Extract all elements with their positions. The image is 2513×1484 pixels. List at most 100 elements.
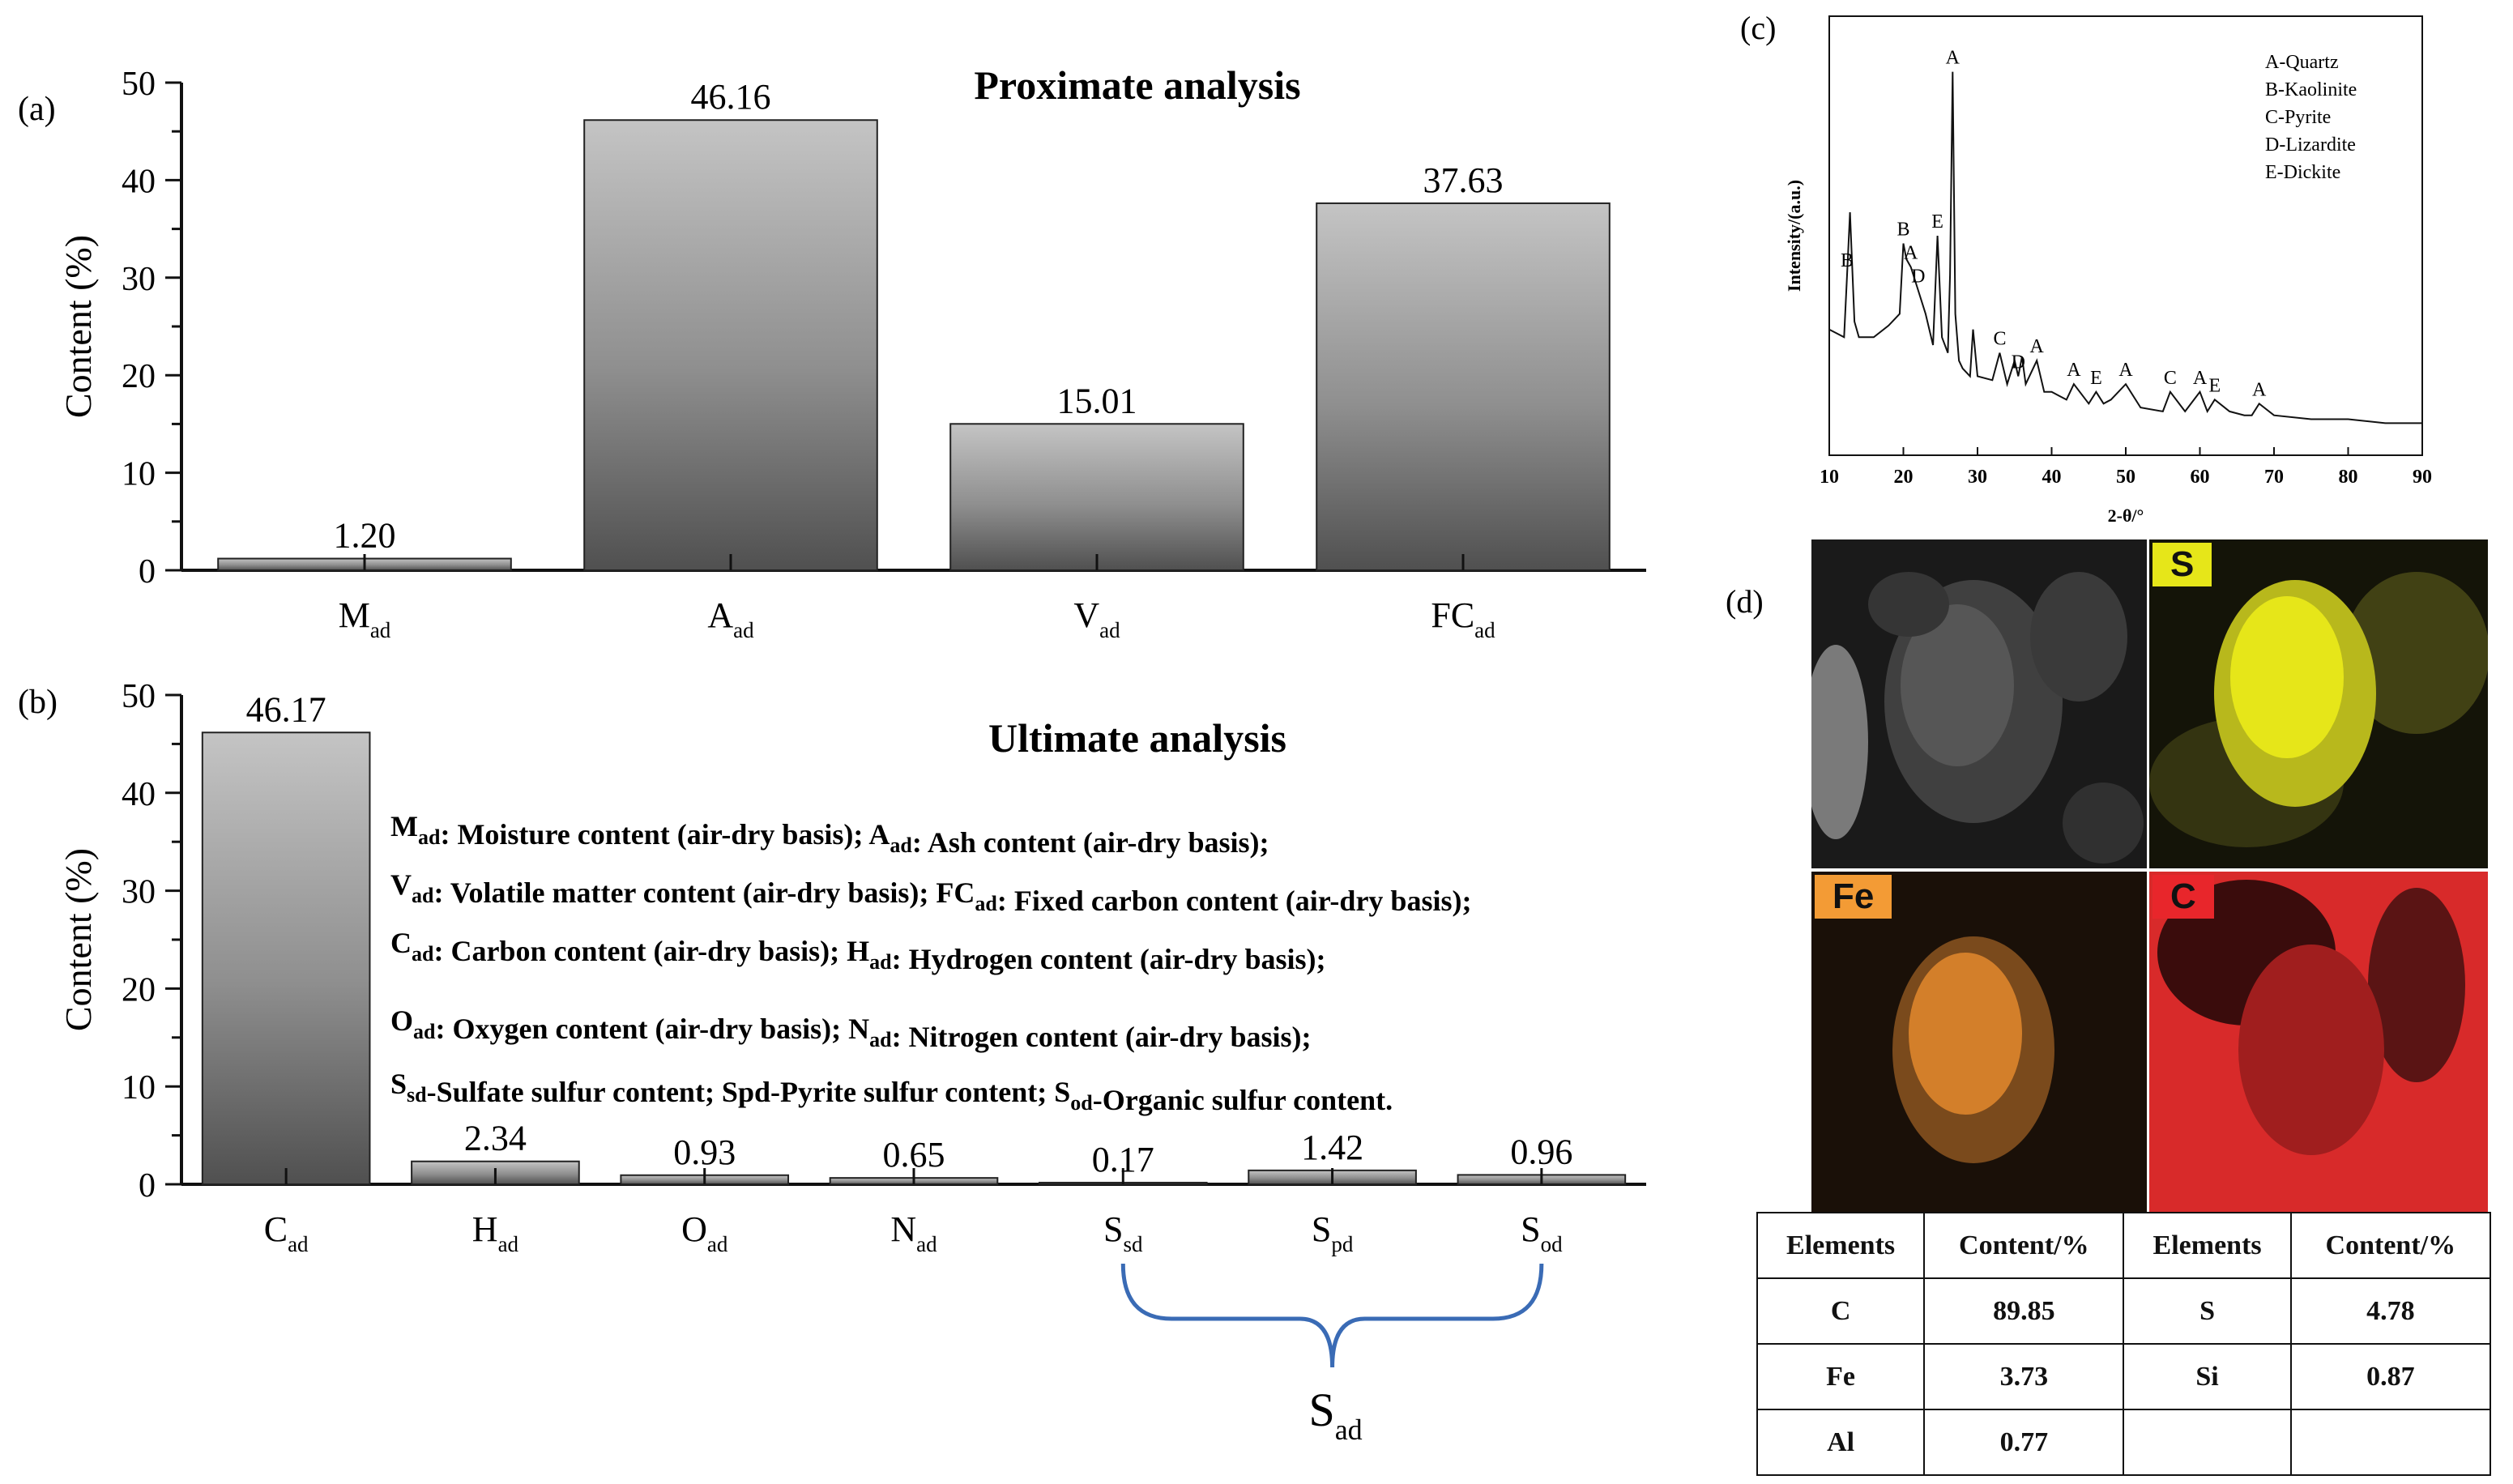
data-label: 15.01 [1057, 381, 1137, 420]
y-tick-label: 10 [122, 1069, 156, 1107]
panel-label: (a) [18, 91, 56, 128]
bar [949, 423, 1244, 571]
legend-note: Cad: Carbon content (air-dry basis); Had… [390, 927, 1326, 975]
x-tick-label: 80 [2339, 467, 2358, 488]
y-tick-label: 40 [122, 163, 156, 200]
x-tick-label: Sod [1521, 1209, 1563, 1256]
table-cell [2123, 1409, 2292, 1476]
table-cell: 89.85 [1923, 1277, 2125, 1345]
element-table: Elements Content/% Elements Content/% C … [1756, 1212, 2492, 1476]
panel-label: (d) [1726, 583, 1764, 620]
table-cell: Si [2123, 1343, 2292, 1410]
s-map-label: S [2152, 543, 2212, 586]
xrd-chart: 10 20 30 40 50 60 70 80 90 2-θ/° Intensity/(a.u.) B… [1740, 10, 2432, 526]
c-map-label: C [2152, 875, 2214, 919]
peak-label: C [2164, 368, 2177, 389]
legend-entry: B-Kaolinite [2265, 79, 2357, 100]
xrd-line [1828, 71, 2422, 424]
legend-note: Ssd-Sulfate sulfur content; Spd-Pyrite s… [390, 1068, 1393, 1116]
x-tick-label: Cad [264, 1209, 309, 1256]
y-tick-label: 50 [122, 678, 156, 715]
peak-label: C [1993, 329, 2006, 350]
x-tick-label: 70 [2264, 467, 2284, 488]
y-tick-label: 0 [139, 553, 156, 591]
table-row: Fe 3.73 Si 0.87 [1756, 1343, 2492, 1410]
fe-map-label: Fe [1815, 875, 1892, 919]
x-tick-label: Mad [339, 595, 391, 642]
x-tick-label: FCad [1431, 595, 1495, 642]
x-tick-label: 90 [2413, 467, 2432, 488]
data-label: 1.42 [1301, 1128, 1363, 1167]
bar [583, 119, 878, 572]
table-cell: C [1756, 1277, 1926, 1345]
x-tick-label: 30 [1968, 467, 1987, 488]
table-header-cell: Elements [1756, 1212, 1926, 1279]
x-tick-label: 10 [1820, 467, 1839, 488]
y-axis-label: Content (%) [58, 235, 99, 418]
table-cell: Al [1756, 1409, 1926, 1476]
legend-note: Mad: Moisture content (air-dry basis); A… [390, 810, 1269, 859]
peak-label: B [1841, 250, 1854, 271]
bar [201, 731, 371, 1185]
panel-label: (b) [18, 684, 58, 721]
y-tick-label: 40 [122, 776, 156, 813]
table-cell: S [2123, 1277, 2292, 1345]
x-tick-label: 20 [1894, 467, 1914, 488]
legend-entry: A-Quartz [2265, 52, 2339, 73]
table-header-row: Elements Content/% Elements Content/% [1756, 1212, 2492, 1279]
proximate-chart: 0 10 20 30 40 50 Content (%) 1.20 Mad 46.16 Aad 15.… [18, 62, 1646, 642]
c-map: C [2149, 872, 2488, 1212]
peak-label: A [1946, 48, 1960, 69]
x-axis-label: 2-θ/° [2108, 505, 2144, 526]
x-tick-label: Vad [1073, 595, 1120, 642]
table-cell: 3.73 [1923, 1343, 2125, 1410]
data-label: 46.17 [246, 689, 326, 729]
y-tick-label: 20 [122, 971, 156, 1009]
table-header-cell: Elements [2123, 1212, 2292, 1279]
peak-label: A [2118, 360, 2133, 381]
chart-title: Proximate analysis [974, 62, 1300, 108]
x-tick-label: Oad [681, 1209, 728, 1256]
peak-label: A [2067, 360, 2081, 381]
data-label: 37.63 [1423, 160, 1504, 200]
data-label: 0.96 [1510, 1132, 1572, 1171]
ultimate-chart: 0 10 20 30 40 50 Content (%) 46.17 Cad 2.34 Had 0.9… [18, 678, 1646, 1446]
table-cell [2289, 1409, 2492, 1476]
brace-label: Sad [1308, 1384, 1362, 1446]
s-map: S [2149, 539, 2488, 868]
data-label: 0.93 [673, 1132, 736, 1172]
peak-label: A [2193, 368, 2208, 389]
legend-note: Oad: Oxygen content (air-dry basis); Nad… [390, 1004, 1311, 1053]
peak-label: A [1904, 243, 1918, 264]
y-tick-label: 10 [122, 456, 156, 493]
bar [1316, 202, 1611, 571]
peak-label: A [2252, 379, 2267, 400]
table-header-cell: Content/% [2289, 1212, 2492, 1279]
y-axis-label: Intensity/(a.u.) [1784, 180, 1804, 292]
table-row: Al 0.77 [1756, 1409, 2492, 1476]
table-cell: Fe [1756, 1343, 1926, 1410]
table-cell: 4.78 [2289, 1277, 2492, 1345]
table-cell: 0.87 [2289, 1343, 2492, 1410]
data-label: 0.65 [883, 1135, 945, 1175]
x-tick-label: 40 [2042, 467, 2062, 488]
peak-label: E [1931, 211, 1943, 232]
x-tick-label: Ssd [1103, 1209, 1143, 1256]
x-tick-label: Nad [890, 1209, 937, 1256]
peak-label: D [1911, 266, 1925, 287]
peak-label: E [2208, 375, 2221, 396]
x-tick-label: Had [472, 1209, 519, 1256]
table-header-cell: Content/% [1923, 1212, 2125, 1279]
x-tick-label: Aad [707, 595, 754, 642]
peak-label: D [2012, 352, 2025, 373]
legend-note: Vad: Volatile matter content (air-dry ba… [390, 868, 1471, 917]
legend-entry: D-Lizardite [2265, 134, 2356, 156]
y-tick-label: 50 [122, 66, 156, 103]
legend-entry: E-Dickite [2265, 162, 2340, 183]
x-tick-label: 50 [2116, 467, 2135, 488]
panel-label: (c) [1740, 10, 1776, 46]
peak-label: E [2090, 368, 2102, 389]
y-tick-label: 20 [122, 358, 156, 395]
table-row: C 89.85 S 4.78 [1756, 1277, 2492, 1345]
fe-map: Fe [1811, 872, 2147, 1212]
